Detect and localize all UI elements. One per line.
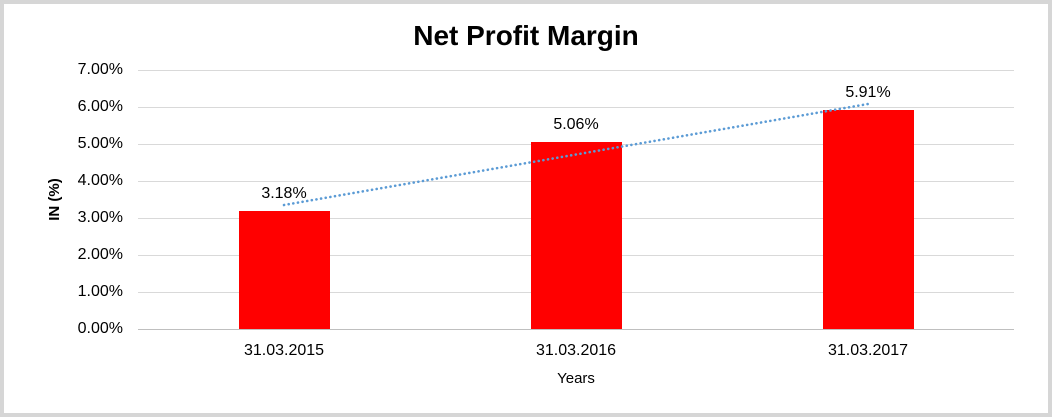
bar: [822, 110, 914, 329]
bar-data-label: 5.91%: [845, 84, 891, 102]
x-tick-label: 31.03.2016: [535, 342, 617, 359]
x-tick-label: 31.03.2017: [827, 342, 909, 359]
gridline: [138, 107, 1014, 108]
bar-data-label: 5.06%: [553, 115, 599, 133]
gridline: [138, 329, 1014, 330]
y-tick-label: 4.00%: [77, 172, 123, 189]
plot-area: 3.18% 5.06% 5.91%: [138, 70, 1014, 330]
y-tick-label: 6.00%: [77, 98, 123, 115]
bar-data-label: 3.18%: [261, 185, 307, 203]
y-tick-label: 5.00%: [77, 135, 123, 152]
gridline: [138, 70, 1014, 71]
trendline-path: [282, 102, 870, 207]
y-tick-label: 7.00%: [77, 61, 123, 78]
chart-title: Net Profit Margin: [413, 20, 639, 51]
bar: [238, 211, 330, 329]
y-tick-label: 1.00%: [77, 283, 123, 300]
x-tick-label: 31.03.2015: [243, 342, 325, 359]
y-tick-label: 0.00%: [77, 320, 123, 337]
y-tick-label: 3.00%: [77, 209, 123, 226]
x-axis-title: Years: [557, 370, 595, 387]
y-tick-label: 2.00%: [77, 246, 123, 263]
bar: [530, 141, 622, 329]
trendline: [282, 102, 870, 207]
